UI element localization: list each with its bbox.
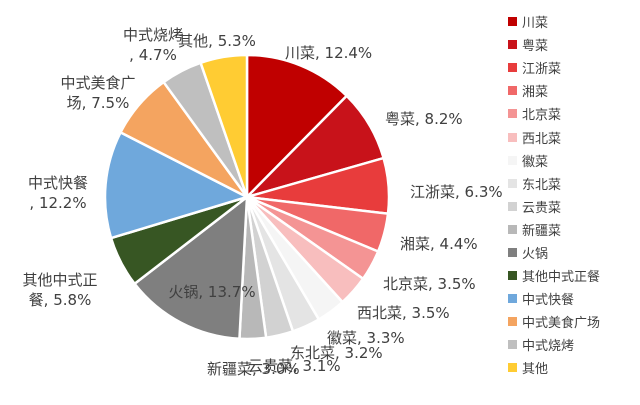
- legend-swatch: [508, 317, 517, 327]
- legend-swatch: [508, 155, 517, 165]
- pie-slice-13: [103, 130, 251, 240]
- legend-swatch: [508, 201, 517, 211]
- legend-item: 徽菜: [508, 149, 636, 172]
- legend-item: 湘菜: [508, 79, 636, 102]
- slice-label-6: 西北菜, 3.5%: [357, 304, 450, 322]
- legend-label: 粤菜: [522, 39, 549, 55]
- legend-item: 北京菜: [508, 102, 636, 125]
- legend-item: 火锅: [508, 241, 636, 264]
- legend-label: 西北菜: [522, 131, 562, 147]
- pie-slice-11: [132, 194, 249, 341]
- legend-swatch: [508, 63, 517, 73]
- legend-item: 川菜: [508, 10, 636, 33]
- legend-label: 东北菜: [522, 177, 562, 193]
- legend-label: 其他中式正餐: [522, 270, 601, 286]
- legend-label: 新疆菜: [522, 223, 562, 239]
- legend-item: 中式烧烤: [508, 333, 636, 356]
- pie-slice-1: [245, 53, 349, 201]
- legend-swatch: [508, 40, 517, 50]
- legend-item: 其他中式正餐: [508, 264, 636, 287]
- pie-slice-16: [199, 53, 249, 198]
- legend-item: 东北菜: [508, 172, 636, 195]
- legend-label: 火锅: [522, 246, 549, 262]
- legend-label: 中式美食广场: [522, 316, 601, 332]
- slice-label-15: 中式烧烤, 4.7%: [123, 26, 183, 64]
- legend-swatch: [508, 271, 517, 281]
- slice-label-8: 东北菜, 3.2%: [290, 344, 383, 362]
- legend-item: 粤菜: [508, 33, 636, 56]
- legend-swatch: [508, 86, 517, 96]
- legend-label: 中式快餐: [522, 293, 575, 309]
- slice-label-2: 粤菜, 8.2%: [385, 110, 463, 128]
- legend-swatch: [508, 294, 517, 304]
- legend-swatch: [508, 132, 517, 142]
- slice-label-5: 北京菜, 3.5%: [383, 275, 476, 293]
- legend-label: 中式烧烤: [522, 339, 575, 355]
- legend-item: 新疆菜: [508, 218, 636, 241]
- slice-label-4: 湘菜, 4.4%: [400, 235, 478, 253]
- legend-swatch: [508, 109, 517, 119]
- slice-label-7: 徽菜, 3.3%: [327, 329, 405, 347]
- slice-label-11: 火锅, 13.7%: [168, 283, 255, 301]
- legend-swatch: [508, 224, 517, 234]
- legend-label: 其他: [522, 362, 549, 378]
- legend-label: 云贵菜: [522, 200, 562, 216]
- legend-swatch: [508, 17, 517, 27]
- slice-label-1: 川菜, 12.4%: [285, 44, 372, 62]
- legend-item: 西北菜: [508, 125, 636, 148]
- slice-label-3: 江浙菜, 6.3%: [410, 183, 503, 201]
- legend-item: 中式快餐: [508, 287, 636, 310]
- legend-swatch: [508, 363, 517, 373]
- legend-item: 云贵菜: [508, 195, 636, 218]
- legend-label: 北京菜: [522, 108, 562, 124]
- legend-label: 江浙菜: [522, 62, 562, 78]
- legend-swatch: [508, 178, 517, 188]
- slice-label-13: 中式快餐, 12.2%: [28, 174, 88, 212]
- chart-legend: 川菜粤菜江浙菜湘菜北京菜西北菜徽菜东北菜云贵菜新疆菜火锅其他中式正餐 中式快餐中式…: [508, 10, 636, 380]
- legend-label: 湘菜: [522, 85, 549, 101]
- slice-label-9: 云贵菜, 3.1%: [248, 357, 341, 375]
- legend-label: 徽菜: [522, 154, 549, 170]
- slice-label-16: 其他, 5.3%: [178, 32, 256, 50]
- slice-label-12: 其他中式正餐, 5.8%: [22, 271, 97, 309]
- legend-swatch: [508, 340, 517, 350]
- legend-item: 中式美食广场: [508, 310, 636, 333]
- slice-label-10: 新疆菜, 3.0%: [207, 360, 300, 378]
- legend-label: 川菜: [522, 16, 549, 32]
- legend-item: 其他: [508, 356, 636, 379]
- legend-item: 江浙菜: [508, 56, 636, 79]
- slice-label-14: 中式美食广场, 7.5%: [60, 74, 135, 112]
- legend-swatch: [508, 247, 517, 257]
